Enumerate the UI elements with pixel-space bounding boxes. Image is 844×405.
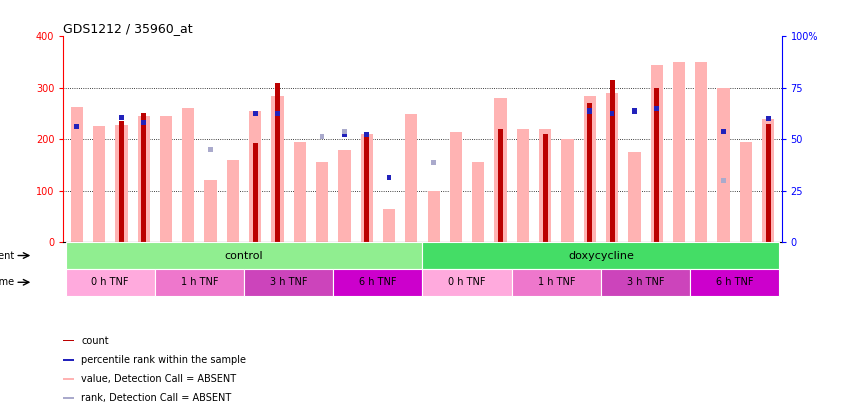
Bar: [249, 111, 261, 242]
Bar: [650, 65, 662, 242]
Bar: [430, 160, 436, 165]
Bar: [583, 96, 595, 242]
Bar: [182, 109, 194, 242]
Bar: [160, 116, 172, 242]
Bar: [342, 129, 346, 134]
Text: control: control: [225, 251, 263, 260]
Bar: [204, 181, 216, 242]
Text: count: count: [81, 336, 109, 346]
Bar: [587, 103, 592, 242]
Bar: [119, 115, 123, 120]
Bar: [631, 109, 636, 113]
Bar: [364, 132, 369, 137]
Bar: [154, 269, 244, 296]
Text: doxycycline: doxycycline: [567, 251, 633, 260]
Bar: [422, 269, 511, 296]
Bar: [609, 111, 614, 116]
Text: 3 h TNF: 3 h TNF: [626, 277, 663, 287]
Bar: [560, 139, 573, 242]
Bar: [511, 269, 600, 296]
Bar: [387, 175, 391, 181]
Bar: [71, 107, 83, 242]
Bar: [605, 93, 618, 242]
Text: 6 h TNF: 6 h TNF: [359, 277, 396, 287]
Bar: [721, 129, 725, 134]
Bar: [66, 242, 422, 269]
Bar: [765, 124, 770, 242]
Text: 1 h TNF: 1 h TNF: [537, 277, 575, 287]
Bar: [494, 98, 506, 242]
Bar: [115, 125, 127, 242]
Bar: [119, 122, 124, 242]
Bar: [316, 162, 327, 242]
Bar: [653, 88, 658, 242]
Bar: [405, 113, 417, 242]
Bar: [695, 62, 706, 242]
Bar: [538, 129, 550, 242]
Text: percentile rank within the sample: percentile rank within the sample: [81, 355, 246, 365]
Bar: [208, 147, 213, 152]
Bar: [141, 120, 146, 126]
Bar: [721, 178, 725, 183]
Bar: [449, 132, 462, 242]
Bar: [765, 116, 770, 121]
Bar: [360, 134, 372, 242]
Bar: [63, 378, 73, 380]
Bar: [66, 269, 154, 296]
Text: GDS1212 / 35960_at: GDS1212 / 35960_at: [63, 22, 192, 35]
Bar: [628, 152, 640, 242]
Bar: [319, 134, 324, 139]
Bar: [333, 269, 422, 296]
Bar: [717, 88, 729, 242]
Bar: [517, 129, 528, 242]
Bar: [472, 162, 484, 242]
Bar: [226, 160, 239, 242]
Text: time: time: [0, 277, 14, 287]
Bar: [672, 62, 684, 242]
Bar: [244, 269, 333, 296]
Bar: [609, 80, 614, 242]
Bar: [138, 116, 149, 242]
Bar: [74, 124, 79, 129]
Text: 3 h TNF: 3 h TNF: [269, 277, 307, 287]
Bar: [382, 209, 395, 242]
Bar: [690, 269, 778, 296]
Bar: [63, 397, 73, 399]
Bar: [252, 143, 257, 242]
Bar: [542, 134, 547, 242]
Bar: [63, 340, 73, 341]
Text: 1 h TNF: 1 h TNF: [181, 277, 218, 287]
Text: value, Detection Call = ABSENT: value, Detection Call = ABSENT: [81, 374, 235, 384]
Bar: [653, 106, 658, 111]
Bar: [271, 96, 284, 242]
Bar: [93, 126, 105, 242]
Bar: [587, 109, 592, 113]
Bar: [141, 113, 146, 242]
Bar: [275, 111, 279, 116]
Bar: [342, 132, 346, 137]
Bar: [761, 119, 773, 242]
Bar: [497, 129, 502, 242]
Bar: [274, 83, 279, 242]
Bar: [338, 149, 350, 242]
Bar: [294, 142, 306, 242]
Bar: [252, 111, 257, 116]
Text: agent: agent: [0, 251, 14, 260]
Bar: [739, 142, 751, 242]
Text: 6 h TNF: 6 h TNF: [715, 277, 753, 287]
Bar: [63, 359, 73, 360]
Text: rank, Detection Call = ABSENT: rank, Detection Call = ABSENT: [81, 393, 231, 403]
Bar: [364, 134, 369, 242]
Bar: [422, 242, 778, 269]
Text: 0 h TNF: 0 h TNF: [91, 277, 129, 287]
Bar: [427, 191, 439, 242]
Text: 0 h TNF: 0 h TNF: [448, 277, 485, 287]
Bar: [600, 269, 690, 296]
